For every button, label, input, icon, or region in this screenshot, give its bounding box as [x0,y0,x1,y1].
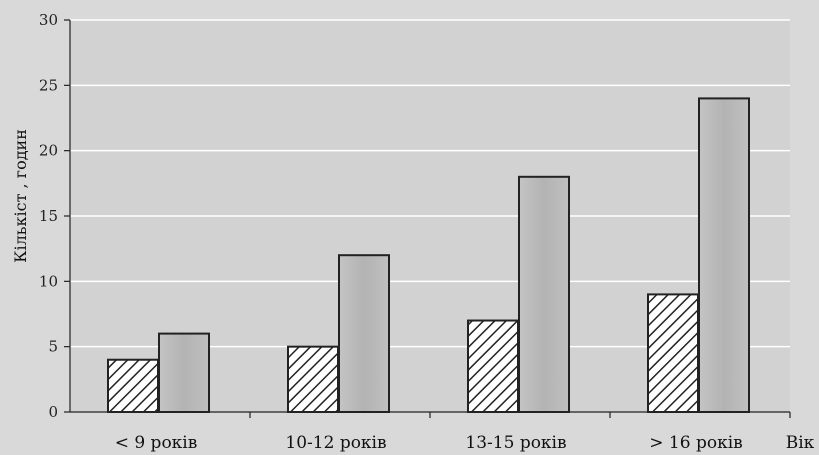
bar-series-1 [467,319,519,413]
bar-series-1 [287,345,339,413]
bar-series-1 [107,358,159,414]
labels: 0 5 10 15 20 25 30 < 9 років 10-12 років 13-15 ро… [11,11,815,453]
x-tick-label: > 16 років [649,433,742,453]
y-tick-label: 30 [39,11,58,29]
x-tick-label: 10-12 років [285,433,386,453]
x-tick-label: < 9 років [115,433,198,453]
bar-series-1 [647,293,699,413]
y-tick-label: 20 [39,142,58,160]
bar-series-2 [518,175,570,413]
bars [107,97,750,414]
y-axis-label: Кількіст , годин [11,129,30,263]
y-tick-label: 25 [39,76,58,94]
bar-series-2 [698,97,750,414]
y-tick-label: 10 [39,272,58,290]
x-axis-label: Вік [786,433,815,453]
bar-series-2 [338,254,390,413]
y-tick-label: 15 [39,207,58,225]
bar-series-2 [158,332,210,414]
y-tick-label: 5 [48,338,58,356]
x-tick-label: 13-15 років [465,433,566,453]
axes [64,19,791,418]
y-tick-label: 0 [48,403,58,421]
